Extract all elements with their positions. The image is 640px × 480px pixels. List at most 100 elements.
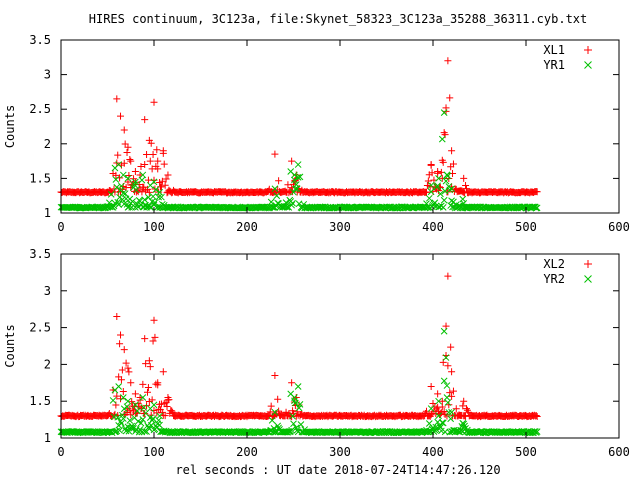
data-point bbox=[123, 403, 131, 411]
data-point bbox=[447, 415, 455, 423]
data-point bbox=[435, 175, 442, 182]
data-point bbox=[158, 177, 166, 185]
data-point bbox=[533, 428, 541, 436]
data-point bbox=[137, 419, 145, 427]
data-point bbox=[119, 415, 127, 422]
data-point bbox=[435, 397, 442, 405]
data-point bbox=[291, 171, 298, 179]
data-point bbox=[143, 388, 151, 396]
data-point bbox=[424, 177, 432, 185]
data-point bbox=[124, 364, 132, 372]
data-point bbox=[139, 416, 147, 423]
legend-marker bbox=[584, 61, 592, 69]
data-point bbox=[440, 109, 448, 117]
data-point bbox=[117, 112, 125, 120]
data-point bbox=[138, 176, 146, 184]
data-point bbox=[141, 196, 149, 204]
data-point bbox=[132, 401, 139, 409]
data-point bbox=[113, 392, 121, 400]
data-point bbox=[271, 150, 279, 158]
data-point bbox=[271, 371, 279, 379]
data-point bbox=[120, 346, 128, 354]
data-point bbox=[149, 193, 157, 200]
data-point bbox=[274, 395, 282, 403]
data-point bbox=[459, 419, 467, 427]
series-XL2 bbox=[57, 272, 541, 421]
data-point bbox=[142, 360, 150, 368]
data-point bbox=[153, 146, 161, 154]
data-point bbox=[138, 188, 146, 196]
data-point bbox=[117, 376, 125, 384]
y-axis-label: Counts bbox=[3, 324, 17, 367]
data-point bbox=[436, 184, 444, 192]
data-point bbox=[139, 380, 147, 388]
data-point bbox=[145, 357, 153, 365]
data-point bbox=[131, 390, 139, 398]
x-tick-label: 0 bbox=[57, 445, 64, 459]
data-point bbox=[127, 411, 135, 419]
legend-label: XL1 bbox=[543, 43, 565, 57]
x-tick-label: 300 bbox=[329, 220, 351, 234]
data-point bbox=[129, 198, 136, 205]
data-point bbox=[106, 199, 113, 207]
x-tick-label: 100 bbox=[143, 445, 165, 459]
data-point bbox=[460, 174, 468, 182]
y-tick-label: 3.5 bbox=[29, 247, 51, 261]
data-point bbox=[162, 175, 170, 183]
data-point bbox=[288, 201, 295, 209]
data-point bbox=[107, 191, 115, 198]
data-point bbox=[132, 186, 140, 194]
data-point bbox=[289, 407, 297, 415]
data-point bbox=[120, 405, 128, 413]
data-point bbox=[119, 189, 127, 197]
data-point bbox=[132, 178, 139, 186]
data-point bbox=[113, 313, 121, 321]
data-point bbox=[149, 337, 157, 345]
data-point bbox=[149, 151, 157, 159]
data-point bbox=[532, 412, 540, 420]
data-point bbox=[150, 178, 158, 186]
data-point bbox=[437, 190, 444, 198]
data-point bbox=[289, 412, 296, 420]
x-tick-label: 200 bbox=[236, 445, 258, 459]
data-point bbox=[422, 188, 430, 196]
data-point bbox=[122, 359, 130, 367]
data-point bbox=[428, 169, 436, 177]
data-point bbox=[169, 408, 177, 416]
data-point bbox=[289, 199, 296, 207]
data-point bbox=[445, 401, 453, 409]
data-point bbox=[446, 94, 454, 102]
data-point bbox=[446, 186, 454, 194]
data-point bbox=[146, 157, 154, 165]
data-point bbox=[131, 167, 139, 175]
data-point bbox=[446, 428, 454, 436]
data-point bbox=[448, 408, 455, 416]
figure-title: HIRES continuum, 3C123a, file:Skynet_583… bbox=[89, 12, 588, 26]
data-point bbox=[293, 426, 301, 434]
data-point bbox=[124, 178, 132, 186]
data-point bbox=[161, 181, 169, 189]
data-point bbox=[273, 192, 281, 200]
data-point bbox=[443, 382, 451, 389]
data-point bbox=[443, 171, 451, 179]
data-point bbox=[291, 176, 298, 184]
data-point bbox=[128, 398, 136, 406]
data-point bbox=[146, 363, 154, 371]
data-point bbox=[430, 428, 438, 435]
x-tick-label: 400 bbox=[422, 220, 444, 234]
data-point bbox=[434, 182, 442, 190]
data-point bbox=[118, 182, 125, 190]
legend-label: YR2 bbox=[543, 272, 565, 286]
data-point bbox=[148, 396, 156, 404]
data-point bbox=[271, 185, 279, 193]
data-point bbox=[294, 161, 302, 168]
data-point bbox=[462, 412, 470, 420]
data-point bbox=[531, 428, 538, 435]
data-point bbox=[288, 379, 296, 387]
data-point bbox=[443, 394, 451, 401]
y-tick-label: 3 bbox=[44, 284, 51, 298]
data-point bbox=[160, 160, 168, 168]
data-point bbox=[449, 387, 457, 395]
